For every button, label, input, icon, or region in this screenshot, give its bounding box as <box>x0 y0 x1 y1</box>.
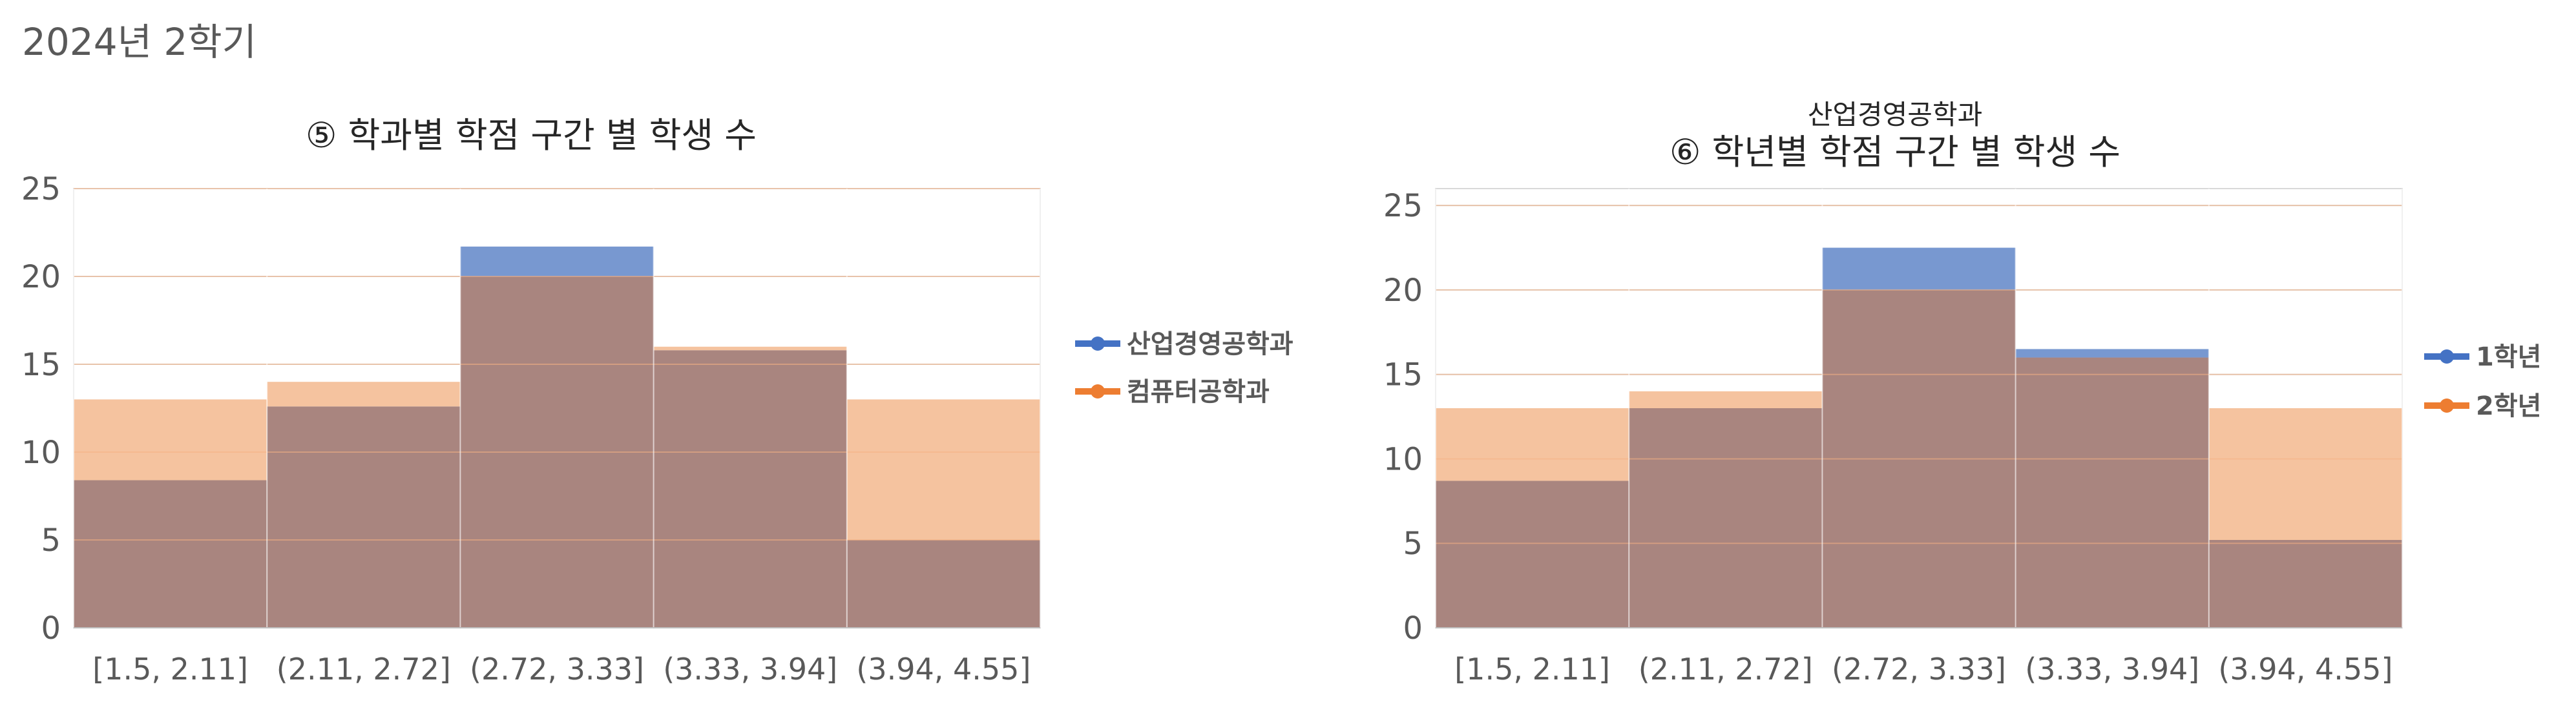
x-tick-label: (2.11, 2.72] <box>1639 652 1813 687</box>
bar-overlap <box>846 540 1040 628</box>
y-tick-label: 15 <box>1383 357 1423 393</box>
y-tick-label: 5 <box>1403 526 1423 562</box>
y-tick-label: 25 <box>1383 188 1423 224</box>
chart-title: ⑥ 학년별 학점 구간 별 학생 수 <box>1670 132 2120 172</box>
legend-label: 컴퓨터공학과 <box>1127 377 1270 407</box>
bar-overlap <box>74 480 267 628</box>
y-tick-label: 25 <box>21 171 61 207</box>
page-header: 2024년 2학기 <box>22 20 257 64</box>
y-tick-label: 15 <box>21 347 61 383</box>
x-tick-label: [1.5, 2.11] <box>92 652 248 687</box>
bar-overlap <box>267 406 461 628</box>
bar-overlap <box>2015 357 2209 628</box>
chart-title: ⑤ 학과별 학점 구간 별 학생 수 <box>306 115 757 156</box>
bar-overlap <box>1436 481 1629 628</box>
y-tick-label: 20 <box>21 259 61 295</box>
legend-label: 산업경영공학과 <box>1127 329 1293 359</box>
legend-label: 2학년 <box>2476 391 2541 421</box>
bar-series2-top <box>1629 391 1823 408</box>
x-tick-label: (2.11, 2.72] <box>277 652 451 687</box>
bar-overlap <box>1629 408 1823 628</box>
bar-series1-top <box>460 246 654 276</box>
y-tick-label: 0 <box>1403 610 1423 647</box>
chart-subtitle: 산업경영공학과 <box>1808 99 1982 130</box>
y-tick-label: 10 <box>21 435 61 471</box>
legend-swatch-marker <box>2440 399 2454 413</box>
x-tick-label: (3.94, 4.55] <box>2218 652 2393 687</box>
bar-series2-top <box>1436 408 1629 481</box>
x-tick-label: (3.33, 3.94] <box>663 652 837 687</box>
bar-series2-top <box>2208 408 2402 540</box>
x-tick-label: (3.94, 4.55] <box>856 652 1031 687</box>
bar-series1-top <box>2015 349 2209 358</box>
bar-series2-top <box>653 346 847 351</box>
bar-series2-top <box>74 399 267 481</box>
bar-series2-top <box>267 382 461 407</box>
chart-dept-svg: ⑤ 학과별 학점 구간 별 학생 수 0 5 10 15 20 25 [1.5, 2.11] (… <box>21 115 1293 687</box>
x-tick-label: (2.72, 3.33] <box>1832 652 2006 687</box>
bar-series2-top <box>846 399 1040 540</box>
legend-swatch-marker <box>1091 336 1105 351</box>
bar-overlap <box>653 350 847 628</box>
legend-label: 1학년 <box>2476 342 2541 372</box>
bar-series1-top <box>1822 247 2016 290</box>
x-tick-label: (2.72, 3.33] <box>470 652 644 687</box>
x-tick-label: [1.5, 2.11] <box>1454 652 1610 687</box>
y-tick-label: 20 <box>1383 273 1423 309</box>
x-tick-label: (3.33, 3.94] <box>2025 652 2199 687</box>
y-tick-label: 10 <box>1383 441 1423 477</box>
legend-swatch-marker <box>2440 349 2454 364</box>
chart-year-grade-histogram: 산업경영공학과 ⑥ 학년별 학점 구간 별 학생 수 0 5 10 15 20 25 [1.5,… <box>1344 0 2576 701</box>
bar-overlap <box>2208 540 2402 628</box>
legend-swatch-marker <box>1091 384 1105 399</box>
chart-dept-grade-histogram: ⑤ 학과별 학점 구간 별 학생 수 0 5 10 15 20 25 [1.5, 2.11] (… <box>21 115 1293 687</box>
y-tick-label: 0 <box>41 610 61 647</box>
y-tick-label: 5 <box>41 523 61 559</box>
